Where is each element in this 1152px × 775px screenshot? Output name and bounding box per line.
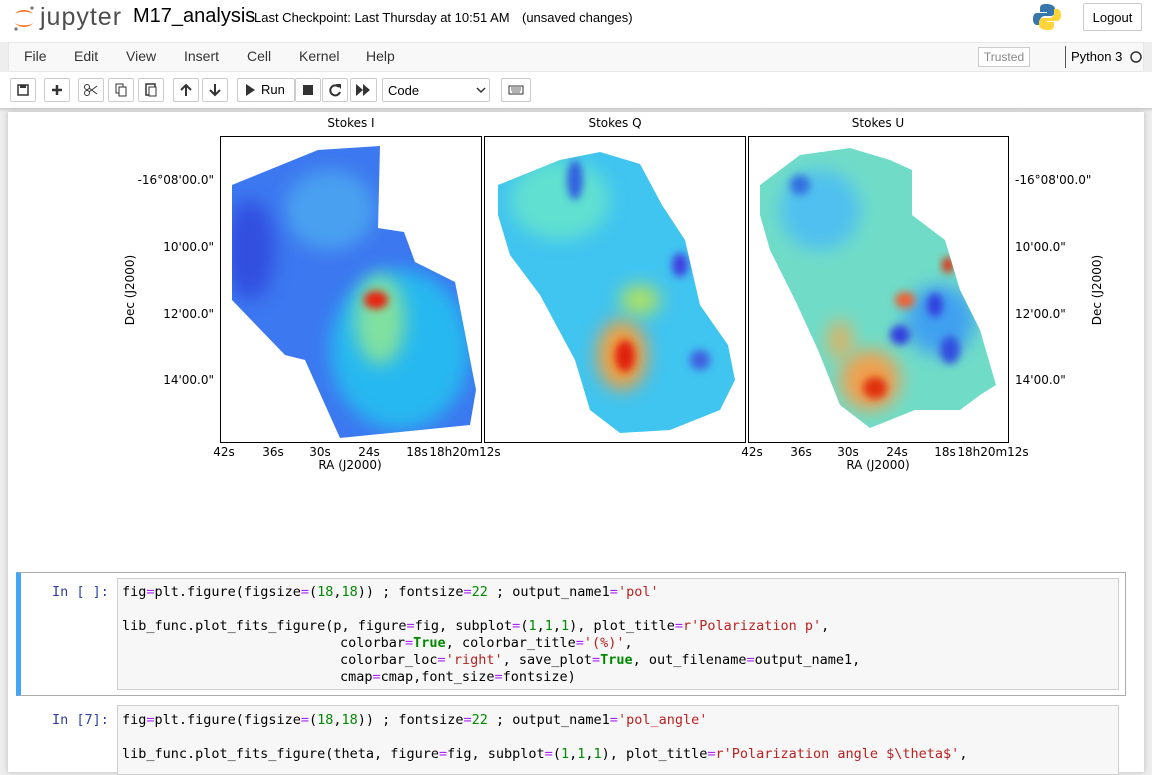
move-up-button[interactable]: [173, 78, 199, 102]
header: jupyter M17_analysis Last Checkpoint: La…: [0, 0, 1152, 42]
ra-tick-label: 42s: [741, 445, 763, 459]
save-button[interactable]: [10, 78, 36, 102]
dec-axis-label: Dec (J2000): [123, 255, 137, 325]
menu-item[interactable]: Insert: [184, 48, 220, 64]
dec-tick-label: 14'00.0": [1015, 373, 1066, 387]
logout-button[interactable]: Logout: [1083, 3, 1142, 31]
notebook-name[interactable]: M17_analysis: [133, 5, 256, 27]
ra-tick-label: 30s: [837, 445, 859, 459]
dec-tick-label: 12'00.0": [163, 307, 214, 321]
dec-tick-label: -16°08'00.0": [138, 173, 214, 187]
jupyter-logo: [14, 6, 34, 31]
ra-tick-label: 24s: [358, 445, 380, 459]
menu-item[interactable]: Help: [366, 48, 395, 64]
ra-tick-label: 36s: [262, 445, 284, 459]
cell-prompt: In [7]:: [52, 712, 109, 728]
ra-tick-label: 36s: [790, 445, 812, 459]
menu-bar: Trusted Python 3: [8, 42, 1144, 72]
code-line: colorbar=True, colorbar_title='(%)',: [340, 635, 633, 651]
cut-button[interactable]: [78, 78, 104, 102]
cell-type-select[interactable]: Code: [382, 78, 490, 102]
insert-button[interactable]: [44, 78, 70, 102]
checkpoint: Last Checkpoint: Last Thursday at 10:51 …: [254, 10, 510, 25]
dec-tick-label: 12'00.0": [1015, 307, 1066, 321]
trusted-indicator[interactable]: Trusted: [978, 47, 1030, 67]
run-all-button[interactable]: [350, 78, 377, 102]
unsaved: (unsaved changes): [522, 10, 633, 25]
panel-title: Stokes U: [852, 116, 904, 130]
menu-item[interactable]: View: [126, 48, 157, 64]
kernel-indicator: [1130, 51, 1142, 63]
code-line: lib_func.plot_fits_figure(p, figure=fig,…: [122, 618, 830, 634]
cell-prompt: In [ ]:: [52, 584, 109, 600]
code-line: colorbar_loc='right', save_plot=True, ou…: [340, 652, 861, 668]
code-line: lib_func.plot_fits_figure(theta, figure=…: [122, 746, 968, 762]
run-label: Run: [261, 82, 285, 97]
run-button[interactable]: Run: [237, 78, 295, 102]
code-line: cmap=cmap,font_size=fontsize): [340, 669, 576, 685]
kernel-name: Python 3: [1071, 49, 1123, 64]
code-line: fig=plt.figure(figsize=(18,18)) ; fontsi…: [122, 584, 659, 600]
selected-cell[interactable]: [16, 572, 1126, 696]
code-line: fig=plt.figure(figsize=(18,18)) ; fontsi…: [122, 712, 708, 728]
ra-axis-label: RA (J2000): [318, 458, 381, 472]
menu-item[interactable]: Cell: [247, 48, 272, 64]
stokes-q-image: [498, 152, 735, 433]
stokes-i-image: [232, 146, 476, 438]
output-figure: Stokes I Stokes Q Stokes U -16°08'00.0" -16°…: [123, 116, 1104, 472]
dec-tick-label: 14'00.0": [163, 373, 214, 387]
panel-title: Stokes Q: [588, 116, 641, 130]
ra-tick-label: 24s: [886, 445, 908, 459]
ra-tick-label: 30s: [309, 445, 331, 459]
dec-tick-label: 10'00.0": [1015, 240, 1066, 254]
ra-tick-label: 18h20m12s: [957, 445, 1028, 459]
code-input[interactable]: [117, 578, 1119, 690]
restart-button[interactable]: [322, 78, 348, 102]
menu-item[interactable]: Edit: [74, 48, 99, 64]
python-logo: [1033, 4, 1061, 30]
ra-tick-label: 18h20m12s: [429, 445, 500, 459]
ra-tick-label: 18s: [406, 445, 428, 459]
dec-axis-label: Dec (J2000): [1090, 255, 1104, 325]
copy-button[interactable]: [108, 78, 134, 102]
ra-tick-label: 42s: [213, 445, 235, 459]
menu-item[interactable]: File: [24, 48, 47, 64]
paste-button[interactable]: [138, 78, 164, 102]
stokes-u-image: [760, 148, 996, 428]
dec-tick-label: -16°08'00.0": [1015, 173, 1091, 187]
move-down-button[interactable]: [202, 78, 228, 102]
cell-type-value: Code: [388, 83, 420, 98]
ra-axis-label: RA (J2000): [846, 458, 909, 472]
stop-button[interactable]: [295, 78, 321, 102]
panel-title: Stokes I: [327, 116, 374, 130]
ra-tick-label: 18s: [934, 445, 956, 459]
logo-text: jupyter: [40, 3, 123, 31]
menu-item[interactable]: Kernel: [299, 48, 340, 64]
keyboard-button[interactable]: [501, 78, 531, 102]
dec-tick-label: 10'00.0": [163, 240, 214, 254]
